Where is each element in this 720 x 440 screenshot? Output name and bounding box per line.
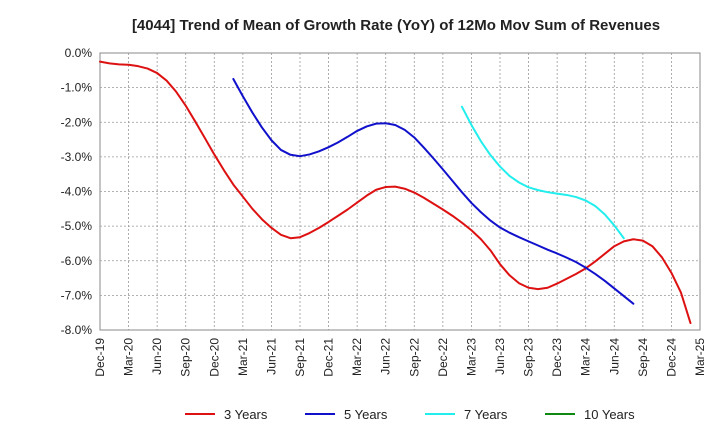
y-tick-label: -8.0%	[61, 323, 93, 337]
x-tick-label: Mar-24	[579, 338, 593, 376]
x-tick-label: Sep-20	[179, 338, 193, 377]
series-line-3-years	[99, 60, 692, 325]
chart-title: [4044] Trend of Mean of Growth Rate (YoY…	[132, 17, 660, 34]
y-tick-label: -2.0%	[61, 115, 93, 129]
x-tick-label: Dec-22	[436, 338, 450, 377]
x-tick-label: Dec-24	[664, 338, 678, 377]
y-tick-label: 0.0%	[65, 46, 93, 60]
series-line-7-years	[460, 105, 625, 240]
y-tick-label: -4.0%	[61, 185, 93, 199]
legend-label: 10 Years	[584, 407, 635, 422]
legend-label: 5 Years	[344, 407, 388, 422]
x-tick-label: Jun-24	[607, 338, 621, 375]
legend-label: 3 Years	[224, 407, 268, 422]
x-tick-label: Sep-22	[407, 338, 421, 377]
x-tick-label: Mar-25	[693, 338, 707, 376]
x-tick-label: Sep-24	[636, 338, 650, 377]
x-tick-label: Jun-21	[264, 338, 278, 375]
y-tick-label: -1.0%	[61, 81, 93, 95]
x-tick-label: Mar-23	[464, 338, 478, 376]
x-tick-label: Mar-20	[122, 338, 136, 376]
x-tick-label: Dec-19	[93, 338, 107, 377]
legend-label: 7 Years	[464, 407, 508, 422]
x-tick-label: Jun-20	[150, 338, 164, 375]
x-tick-label: Mar-21	[236, 338, 250, 376]
y-tick-label: -3.0%	[61, 150, 93, 164]
x-tick-label: Dec-20	[207, 338, 221, 377]
x-tick-label: Sep-23	[522, 338, 536, 377]
x-tick-label: Dec-21	[322, 338, 336, 377]
legend: 3 Years 5 Years 7 Years 10 Years	[185, 407, 635, 422]
x-tick-label: Dec-23	[550, 338, 564, 377]
x-tick-label: Jun-23	[493, 338, 507, 375]
x-tick-label: Sep-21	[293, 338, 307, 377]
y-tick-label: -6.0%	[61, 254, 93, 268]
y-tick-label: -5.0%	[61, 219, 93, 233]
x-tick-label: Mar-22	[350, 338, 364, 376]
series-line-5-years	[232, 77, 635, 305]
y-tick-label: -7.0%	[61, 288, 93, 302]
x-tick-label: Jun-22	[379, 338, 393, 375]
plot-area: 0.0% -1.0% -2.0% -3.0% -4.0% -5.0% -6.0% -7.0% -…	[61, 46, 707, 377]
